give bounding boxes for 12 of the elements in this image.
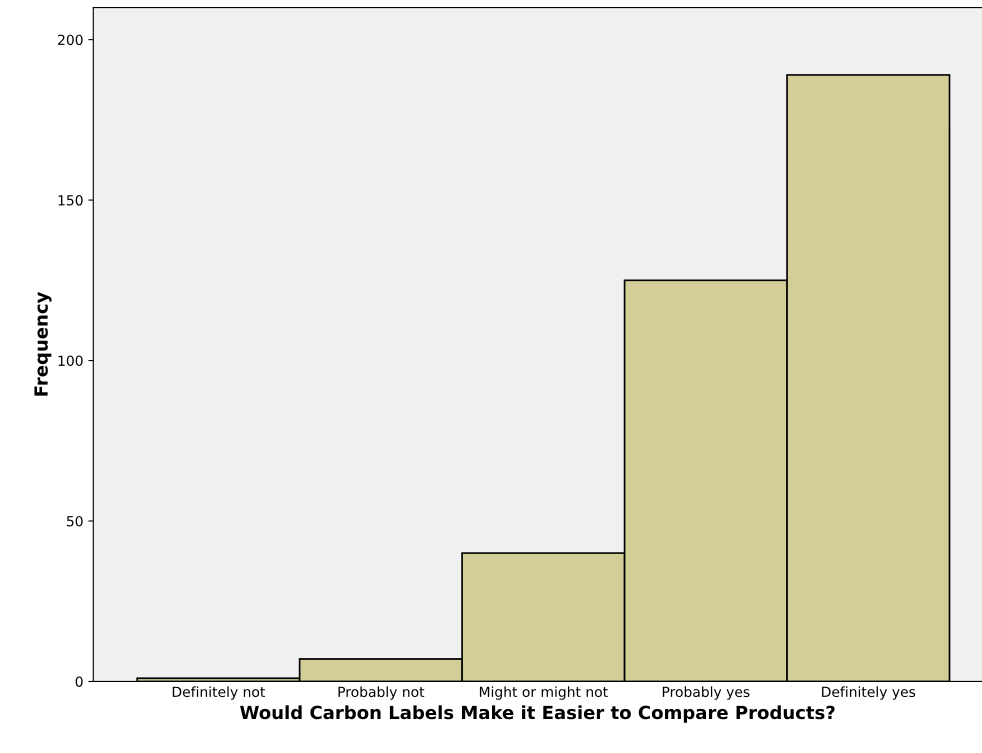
y-tick-label: 100 bbox=[58, 356, 83, 366]
x-tick-label: Might or might not bbox=[480, 686, 608, 700]
x-tick-label: Definitely yes bbox=[822, 686, 916, 700]
y-axis-title: Frequency bbox=[34, 292, 52, 396]
y-tick-label: 50 bbox=[66, 516, 83, 526]
x-tick-label: Probably not bbox=[338, 686, 424, 700]
x-axis-title: Would Carbon Labels Make it Easier to Compare Products? bbox=[240, 705, 835, 723]
x-tick-label: Probably yes bbox=[662, 686, 750, 700]
x-tick-label: Definitely not bbox=[172, 686, 265, 700]
y-tick-label: 150 bbox=[58, 195, 83, 206]
y-tick-label: 200 bbox=[58, 34, 83, 46]
y-tick-label: 0 bbox=[76, 676, 83, 687]
